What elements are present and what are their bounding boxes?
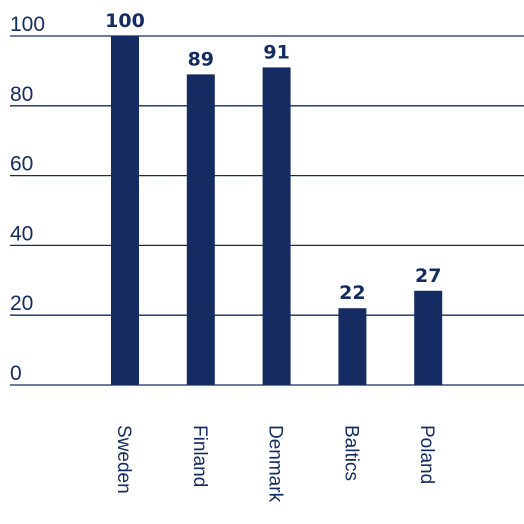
y-tick-label: 20: [10, 292, 33, 315]
bar: [262, 67, 291, 385]
x-tick-label: Sweden: [113, 425, 134, 494]
bar: [111, 36, 139, 385]
y-tick-label: 60: [10, 153, 33, 176]
bar: [186, 74, 215, 385]
x-tick-label: Poland: [416, 425, 437, 484]
data-label: 91: [263, 41, 289, 63]
data-label: 22: [339, 282, 365, 304]
data-label: 89: [188, 48, 214, 70]
x-tick-label: Finland: [189, 425, 210, 487]
y-tick-label: 0: [10, 362, 22, 385]
y-tick-label: 80: [10, 83, 33, 106]
y-tick-label: 100: [10, 13, 45, 36]
bar: [414, 290, 443, 385]
data-label: 27: [415, 265, 441, 287]
x-tick-label: Denmark: [265, 425, 286, 503]
data-label: 100: [105, 10, 145, 32]
x-tick-label: Baltics: [340, 425, 361, 481]
y-tick-label: 40: [10, 222, 33, 245]
bar: [338, 308, 367, 385]
